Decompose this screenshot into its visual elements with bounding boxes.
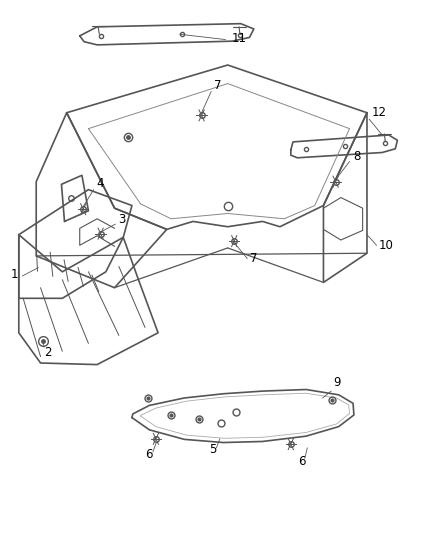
Text: 9: 9 [333,376,340,389]
Text: 7: 7 [251,252,258,265]
Text: 2: 2 [44,345,52,359]
Text: 12: 12 [371,107,386,119]
Text: 4: 4 [96,177,104,190]
Text: 1: 1 [11,268,18,281]
Text: 6: 6 [298,455,306,469]
Text: 6: 6 [145,448,152,462]
Text: 3: 3 [118,213,125,226]
Text: 10: 10 [378,239,393,252]
Text: 8: 8 [353,150,360,164]
Text: 11: 11 [231,31,246,45]
Text: 7: 7 [214,79,221,92]
Text: 5: 5 [209,443,217,456]
